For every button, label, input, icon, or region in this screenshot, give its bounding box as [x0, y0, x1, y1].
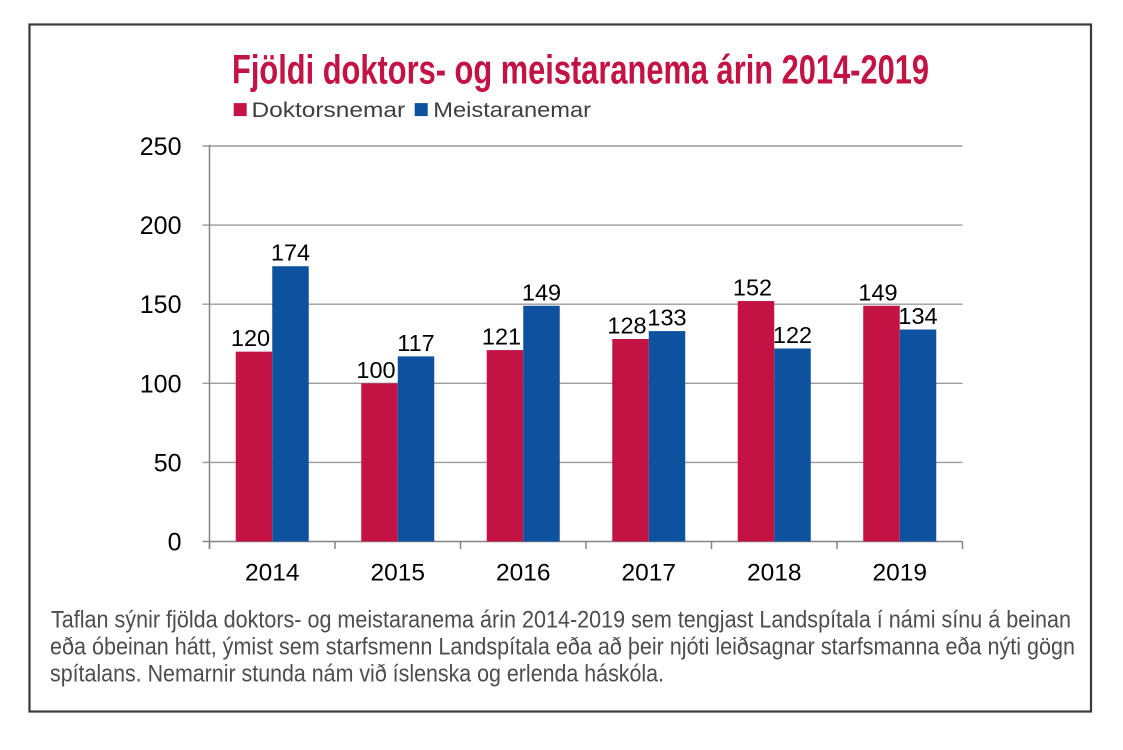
svg-text:121: 121: [482, 324, 521, 350]
svg-text:133: 133: [647, 305, 686, 331]
svg-text:Taflan sýnir fjölda doktors- o: Taflan sýnir fjölda doktors- og meistara…: [51, 607, 1071, 634]
svg-text:2018: 2018: [747, 560, 802, 587]
svg-text:100: 100: [140, 370, 182, 398]
svg-text:2015: 2015: [370, 560, 425, 587]
svg-text:174: 174: [271, 240, 310, 266]
svg-text:Meistaranemar: Meistaranemar: [433, 98, 591, 122]
svg-text:2019: 2019: [872, 560, 927, 587]
svg-text:Doktorsnemar: Doktorsnemar: [252, 98, 406, 122]
svg-text:134: 134: [898, 303, 937, 329]
svg-text:0: 0: [168, 529, 182, 557]
svg-text:117: 117: [397, 330, 434, 356]
svg-text:250: 250: [140, 133, 182, 161]
svg-text:2014: 2014: [245, 560, 300, 587]
svg-text:149: 149: [522, 279, 561, 305]
svg-text:149: 149: [858, 279, 897, 305]
svg-text:152: 152: [733, 275, 772, 301]
svg-text:120: 120: [231, 325, 270, 351]
svg-text:50: 50: [154, 449, 182, 477]
svg-text:122: 122: [773, 322, 812, 348]
svg-text:2017: 2017: [621, 560, 676, 587]
svg-text:128: 128: [607, 313, 646, 339]
svg-text:150: 150: [140, 291, 182, 319]
svg-text:Fjöldi doktors- og meistaranem: Fjöldi doktors- og meistaranema árin 201…: [232, 46, 929, 92]
svg-text:eða óbeinan hátt, ýmist sem st: eða óbeinan hátt, ýmist sem starfsmenn L…: [50, 634, 1075, 661]
svg-text:100: 100: [356, 357, 395, 383]
svg-text:spítalans. Nemarnir stunda nám: spítalans. Nemarnir stunda nám við íslen…: [50, 661, 664, 688]
svg-text:2016: 2016: [496, 560, 551, 587]
svg-text:200: 200: [140, 212, 182, 240]
